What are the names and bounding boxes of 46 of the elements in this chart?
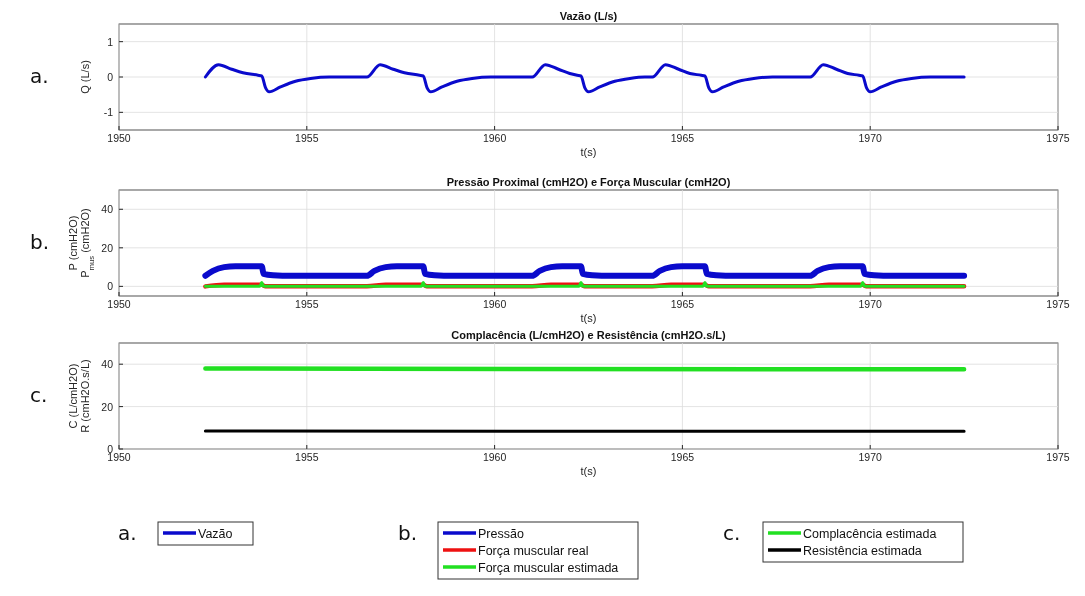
x-tick-label: 1955 [295, 132, 319, 144]
x-tick-label: 1960 [482, 298, 507, 310]
x-axis-title: t(s) [580, 312, 597, 324]
x-tick-label: 1950 [107, 132, 131, 144]
legend-label: Complacência estimada [803, 526, 937, 541]
y-tick-label: 1 [107, 35, 114, 48]
y-axis-title: Q (L/s) [79, 60, 91, 94]
y-tick-label: 20 [101, 400, 114, 413]
y-tick-label: 40 [101, 358, 114, 371]
legend-label: Vazão [198, 526, 233, 541]
text: c. [723, 521, 741, 545]
x-tick-label: 1950 [107, 298, 131, 310]
x-tick-label: 1955 [295, 451, 319, 463]
legend-label: Força muscular real [478, 543, 589, 558]
text: b. [30, 230, 50, 254]
y-tick-label: -1 [103, 106, 114, 119]
legend-label: Resistência estimada [803, 543, 922, 558]
y-tick-label: 0 [107, 71, 114, 83]
legend-label: Pressão [478, 526, 524, 541]
line-series [203, 63, 966, 94]
x-tick-label: 1965 [670, 132, 695, 144]
chart-title: Vazão (L/s) [559, 10, 618, 22]
x-tick-label: 1965 [670, 451, 695, 463]
x-tick-label: 1975 [1046, 451, 1070, 463]
x-tick-label: 1955 [295, 298, 319, 310]
legend-label: Força muscular estimada [478, 560, 619, 575]
x-tick-label: 1975 [1046, 298, 1070, 310]
x-axis-title: t(s) [580, 146, 597, 158]
x-tick-label: 1960 [482, 451, 507, 463]
text: a. [118, 521, 137, 545]
x-tick-label: 1970 [858, 451, 883, 463]
x-tick-label: 1970 [858, 298, 883, 310]
y-tick-label: 0 [107, 280, 114, 293]
x-tick-label: 1965 [670, 298, 695, 310]
x-tick-label: 1960 [482, 132, 507, 144]
y-tick-label: 20 [101, 241, 114, 254]
text: b. [398, 521, 418, 545]
text: c. [30, 383, 48, 407]
y-tick-label: 40 [101, 203, 114, 216]
x-axis-title: t(s) [580, 465, 597, 477]
chart-title: Complacência (L/cmH2O) e Resistência (cmH2O.s/L) [451, 329, 727, 341]
x-tick-label: 1975 [1046, 132, 1070, 144]
chart-title: Pressão Proximal (cmH2O) e Força Muscular (cmH2O) [446, 176, 731, 188]
y-axis-title: C (L/cmH2O) R (cmH2O.s/L) [67, 359, 91, 433]
text: a. [30, 64, 49, 88]
x-tick-label: 1970 [858, 132, 883, 144]
